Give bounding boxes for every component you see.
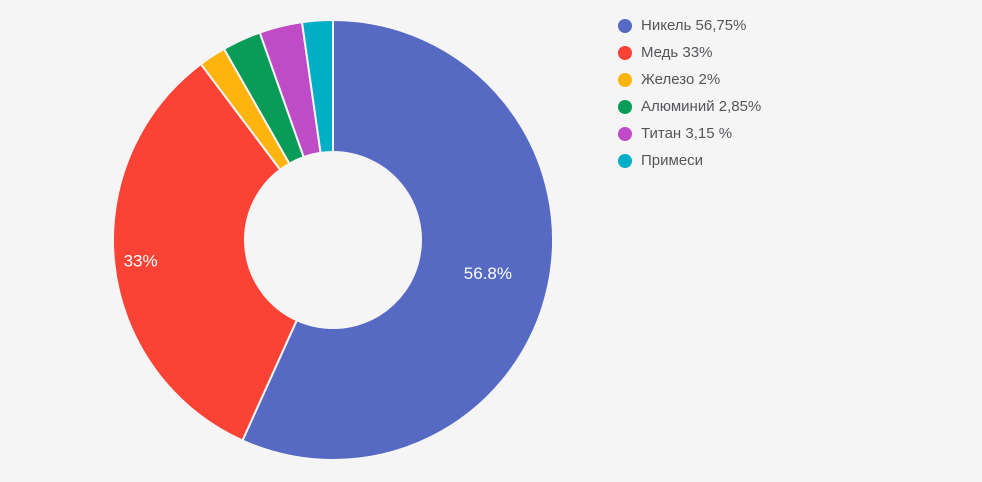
chart-legend: Никель 56,75% Медь 33% Железо 2% Алюминий 2… (618, 12, 761, 174)
legend-item-aluminum[interactable]: Алюминий 2,85% (618, 93, 761, 120)
legend-item-impurities[interactable]: Примеси (618, 147, 761, 174)
pie-slice-nickel[interactable] (241, 19, 554, 461)
legend-item-iron[interactable]: Железо 2% (618, 66, 761, 93)
legend-label: Никель 56,75% (641, 17, 747, 34)
legend-swatch-icon (618, 45, 632, 60)
legend-label: Медь 33% (641, 44, 713, 61)
legend-swatch-icon (618, 72, 632, 87)
legend-swatch-icon (618, 126, 632, 141)
legend-swatch-icon (618, 153, 632, 168)
legend-label: Алюминий 2,85% (641, 98, 762, 115)
pie-slice-copper[interactable] (112, 63, 298, 442)
legend-label: Примеси (641, 152, 704, 169)
pie-slice-impurities[interactable] (301, 18, 334, 154)
legend-item-nickel[interactable]: Никель 56,75% (618, 12, 761, 39)
legend-swatch-icon (618, 99, 632, 114)
legend-label: Титан 3,15 % (641, 125, 733, 142)
legend-item-copper[interactable]: Медь 33% (618, 39, 761, 66)
legend-swatch-icon (618, 18, 632, 33)
legend-label: Железо 2% (641, 71, 721, 88)
legend-item-titanium[interactable]: Титан 3,15 % (618, 120, 761, 147)
